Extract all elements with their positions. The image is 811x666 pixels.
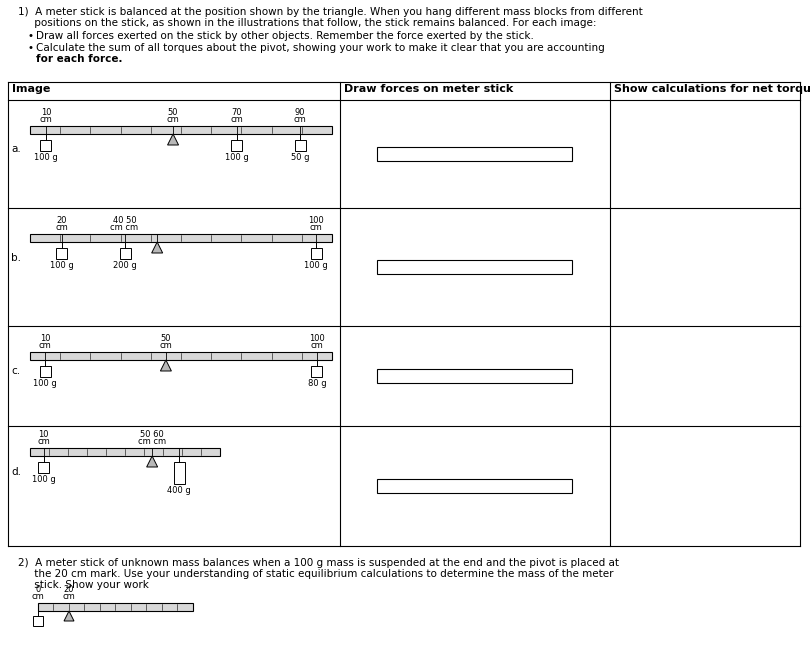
Text: cm: cm <box>310 341 323 350</box>
Text: 2)  A meter stick of unknown mass balances when a 100 g mass is suspended at the: 2) A meter stick of unknown mass balance… <box>18 558 618 568</box>
Bar <box>377 260 572 274</box>
Polygon shape <box>152 242 162 253</box>
Text: 100: 100 <box>308 216 324 225</box>
Bar <box>33 616 43 626</box>
Text: 40 50: 40 50 <box>113 216 136 225</box>
Bar <box>38 462 49 473</box>
Text: cm: cm <box>159 341 172 350</box>
Text: for each force.: for each force. <box>36 54 122 64</box>
Text: Draw forces on meter stick: Draw forces on meter stick <box>344 84 513 94</box>
Bar <box>30 352 332 360</box>
Bar <box>311 366 322 377</box>
Polygon shape <box>167 134 178 145</box>
Text: b.: b. <box>11 252 21 262</box>
Bar <box>231 140 242 151</box>
Text: cm: cm <box>309 223 322 232</box>
Text: 100 g: 100 g <box>32 475 55 484</box>
Text: cm: cm <box>230 115 242 124</box>
Text: positions on the stick, as shown in the illustrations that follow, the stick rem: positions on the stick, as shown in the … <box>18 18 596 28</box>
Text: 100 g: 100 g <box>49 261 74 270</box>
Text: Image: Image <box>12 84 50 94</box>
Text: 0: 0 <box>36 585 41 594</box>
Text: 100 g: 100 g <box>304 261 328 270</box>
Text: 100: 100 <box>309 334 324 343</box>
Text: 100 g: 100 g <box>33 379 57 388</box>
Text: 1)  A meter stick is balanced at the position shown by the triangle. When you ha: 1) A meter stick is balanced at the posi… <box>18 7 642 17</box>
Bar <box>30 126 332 134</box>
Text: 20: 20 <box>64 585 74 594</box>
Bar <box>377 479 572 493</box>
Bar <box>38 603 193 611</box>
Bar <box>41 140 51 151</box>
Text: 10: 10 <box>38 430 49 439</box>
Bar <box>174 462 185 484</box>
Bar <box>294 140 305 151</box>
Text: 10: 10 <box>41 108 51 117</box>
Bar <box>120 248 131 259</box>
Text: Calculate the sum of all torques about the pivot, showing your work to make it c: Calculate the sum of all torques about t… <box>36 43 604 53</box>
Text: 70: 70 <box>231 108 242 117</box>
Bar <box>377 147 572 161</box>
Text: 10: 10 <box>40 334 50 343</box>
Text: 50: 50 <box>161 334 171 343</box>
Text: cm: cm <box>39 341 51 350</box>
Text: a.: a. <box>11 144 21 154</box>
Text: Show calculations for net torque: Show calculations for net torque <box>613 84 811 94</box>
Text: cm cm: cm cm <box>110 223 138 232</box>
Bar <box>377 369 572 383</box>
Polygon shape <box>161 360 171 371</box>
Text: 400 g: 400 g <box>167 486 191 495</box>
Text: 50 g: 50 g <box>290 153 309 162</box>
Text: 80 g: 80 g <box>307 379 326 388</box>
Text: cm: cm <box>166 115 179 124</box>
Bar <box>56 248 67 259</box>
Text: cm: cm <box>37 437 50 446</box>
Text: c.: c. <box>11 366 20 376</box>
Text: cm cm: cm cm <box>138 437 166 446</box>
Text: 50: 50 <box>168 108 178 117</box>
Bar <box>30 448 220 456</box>
Text: cm: cm <box>294 115 307 124</box>
Text: 20: 20 <box>57 216 67 225</box>
Polygon shape <box>64 611 74 621</box>
Text: •: • <box>28 43 34 53</box>
Text: cm: cm <box>32 592 45 601</box>
Text: 50 60: 50 60 <box>140 430 164 439</box>
Bar <box>311 248 321 259</box>
Text: 100 g: 100 g <box>225 153 248 162</box>
Text: the 20 cm mark. Use your understanding of static equilibrium calculations to det: the 20 cm mark. Use your understanding o… <box>18 569 613 579</box>
Text: Draw all forces exerted on the stick by other objects. Remember the force exerte: Draw all forces exerted on the stick by … <box>36 31 533 41</box>
Bar <box>30 234 332 242</box>
Polygon shape <box>147 456 157 467</box>
Text: •: • <box>28 31 34 41</box>
Text: cm: cm <box>55 223 68 232</box>
Bar <box>40 366 50 377</box>
Text: 200 g: 200 g <box>114 261 137 270</box>
Text: d.: d. <box>11 467 21 477</box>
Text: stick. Show your work: stick. Show your work <box>18 580 148 590</box>
Text: cm: cm <box>62 592 75 601</box>
Text: 90: 90 <box>294 108 305 117</box>
Text: cm: cm <box>40 115 52 124</box>
Text: 100 g: 100 g <box>34 153 58 162</box>
